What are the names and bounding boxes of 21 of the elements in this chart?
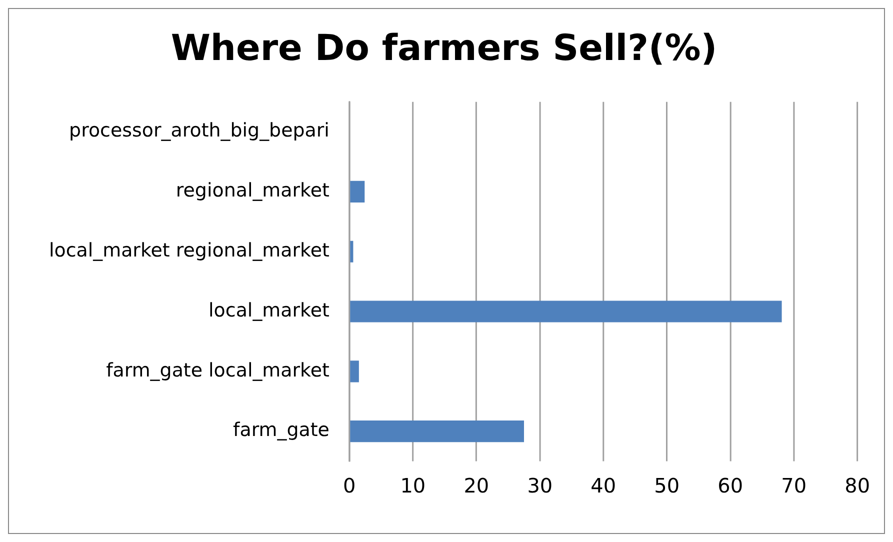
y-tick-label: processor_aroth_big_bepari bbox=[69, 120, 330, 142]
x-tick-label: 60 bbox=[718, 474, 744, 498]
x-tick-label: 10 bbox=[400, 474, 426, 498]
x-tick-label: 80 bbox=[844, 474, 870, 498]
y-tick-label: farm_gate local_market bbox=[106, 359, 330, 382]
x-tick-label: 50 bbox=[654, 474, 680, 498]
bar bbox=[350, 360, 359, 382]
x-tick-label: 30 bbox=[527, 474, 553, 498]
y-tick-label: farm_gate bbox=[233, 419, 330, 442]
y-tick-label: regional_market bbox=[176, 180, 330, 202]
bar bbox=[350, 240, 354, 262]
bar bbox=[350, 300, 782, 322]
x-tick-label: 0 bbox=[343, 474, 356, 498]
x-tick-label: 20 bbox=[464, 474, 490, 498]
bar bbox=[350, 180, 365, 202]
chart-title: Where Do farmers Sell?(%) bbox=[170, 28, 718, 69]
x-tick-label: 70 bbox=[781, 474, 807, 498]
x-tick-label: 40 bbox=[590, 474, 616, 498]
bar bbox=[350, 420, 524, 442]
y-tick-label: local_market bbox=[208, 299, 330, 322]
y-tick-label: local_market regional_market bbox=[48, 240, 330, 262]
